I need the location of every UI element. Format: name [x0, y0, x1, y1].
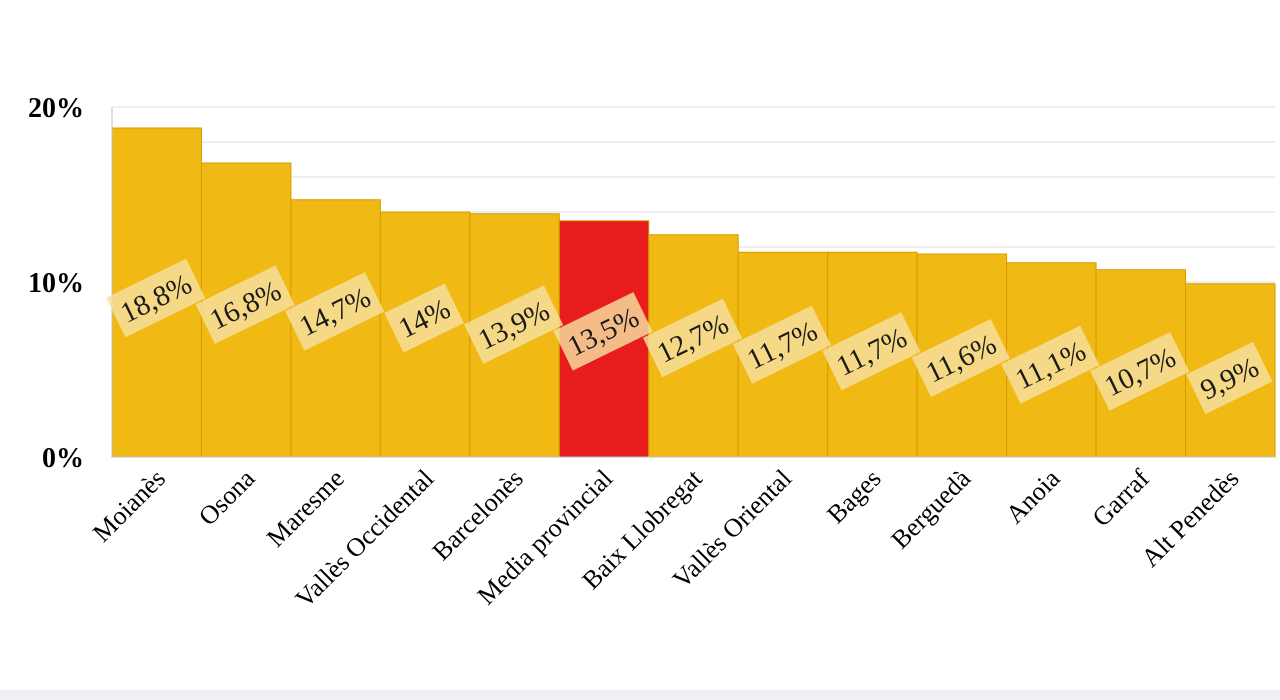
data-label-background: [285, 272, 385, 351]
data-label-background: [732, 305, 832, 384]
data-label-background: [384, 283, 464, 353]
data-label-background: [553, 292, 653, 371]
x-tick-label: Garraf: [1087, 464, 1156, 533]
data-label-background: [463, 285, 564, 364]
data-label-background: [1186, 341, 1273, 415]
y-axis-tick-labels: 0% 10% 20%: [28, 93, 84, 474]
data-label-background: [1090, 332, 1190, 411]
x-tick-label: Anoia: [1000, 463, 1066, 529]
x-tick-label: Maresme: [261, 464, 350, 553]
x-tick-label: Moianès: [87, 464, 171, 548]
data-label-background: [642, 298, 743, 378]
x-tick-label: Alt Penedès: [1136, 464, 1245, 573]
axes: [111, 107, 1275, 458]
x-tick-label: Berguedà: [886, 463, 977, 554]
x-tick-label: Bages: [821, 464, 886, 529]
data-label-background: [822, 312, 921, 391]
y-tick-label: 10%: [28, 268, 84, 299]
data-label-background: [1001, 325, 1100, 404]
data-label-background: [106, 258, 206, 338]
data-label-background: [911, 318, 1010, 398]
data-label-background: [195, 265, 295, 344]
y-tick-label: 20%: [28, 93, 84, 124]
x-tick-label: Osona: [193, 463, 261, 531]
y-tick-label: 0%: [42, 443, 84, 474]
bottom-strip: [0, 690, 1280, 700]
